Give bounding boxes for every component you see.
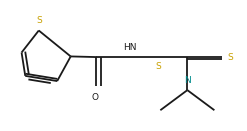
Text: S: S: [36, 16, 42, 25]
Text: S: S: [155, 62, 161, 71]
Text: O: O: [92, 93, 99, 102]
Text: S: S: [227, 53, 233, 62]
Text: HN: HN: [123, 43, 136, 52]
Text: N: N: [184, 76, 191, 85]
